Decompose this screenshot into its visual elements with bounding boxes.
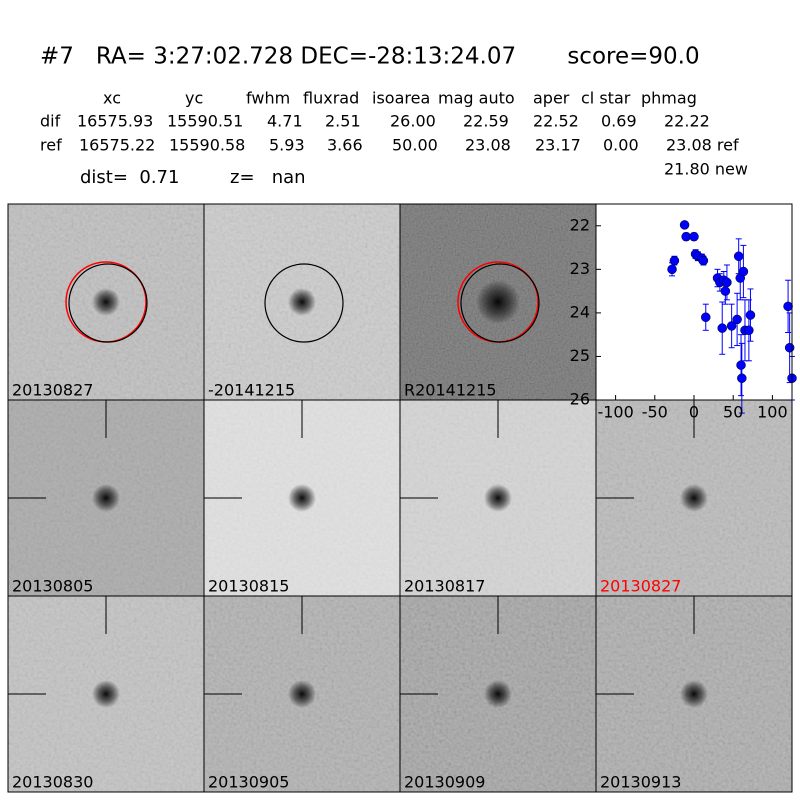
light-curve: 22 23 24 25 26 -100 -50 0 50 100 (570, 203, 797, 422)
row-label: dif (40, 112, 61, 131)
x-tick-label: 0 (689, 403, 699, 422)
point (732, 314, 742, 325)
point (722, 277, 732, 288)
table-cell: 22.52 (533, 112, 579, 131)
source-blob (92, 484, 120, 512)
x-tick-label: -50 (642, 403, 668, 422)
column-header: phmag (641, 89, 697, 108)
aperture (460, 263, 540, 343)
tile-label: 20130830 (12, 773, 93, 792)
tile-label: 20130827 (600, 577, 681, 596)
tile-label: 20130827 (12, 381, 93, 400)
y-tick-label: 26 (570, 390, 590, 409)
table-cell: 23.08 ref (666, 136, 739, 155)
title: #7 RA= 3:27:02.728 DEC=-28:13:24.07 scor… (40, 44, 700, 70)
y-tick-label: 22 (570, 215, 590, 234)
source-blob (288, 288, 316, 316)
column-header: fwhm (246, 89, 290, 108)
source-blob (288, 484, 316, 512)
aperture (264, 263, 344, 343)
tile-label: 20130805 (12, 577, 93, 596)
table-cell: 0.69 (601, 112, 637, 131)
source-blob (680, 680, 708, 708)
source-blob (92, 288, 120, 316)
point (784, 342, 795, 353)
tile-label: 20130815 (208, 577, 289, 596)
point (679, 220, 690, 230)
table-cell: 16575.22 (79, 136, 155, 155)
column-header: fluxrad (303, 89, 359, 108)
table-cell: 23.17 (535, 136, 581, 155)
dist: dist= 0.71 (80, 167, 179, 188)
column-header: xc (103, 89, 121, 108)
tile-label: 20130909 (404, 773, 485, 792)
point (736, 360, 746, 370)
tile-label: 20130913 (600, 773, 681, 792)
y-tick-label: 25 (570, 346, 590, 365)
table-cell: 4.71 (267, 112, 303, 131)
row-label: ref (40, 136, 62, 155)
source-blob (484, 680, 512, 708)
table-cell: 2.51 (325, 112, 361, 131)
y-tick-label: 24 (570, 302, 590, 321)
z-value: z= nan (230, 167, 306, 188)
point (726, 321, 737, 331)
point (689, 231, 699, 242)
source-blob (680, 484, 708, 512)
source-blob (92, 680, 120, 708)
y-tick-label: 23 (570, 259, 590, 278)
source-blob (476, 280, 520, 324)
table-cell: 15590.51 (167, 112, 243, 131)
column-header: isoarea (372, 89, 430, 108)
point (744, 325, 754, 336)
column-header: mag auto (438, 89, 515, 108)
tile-label: -20141215 (208, 381, 295, 400)
source-blob (288, 680, 316, 708)
point (717, 323, 727, 333)
tile-label: R20141215 (404, 381, 497, 400)
table-cell: 22.22 (664, 112, 710, 131)
table-cell: 3.66 (327, 136, 363, 155)
phmag-new: 21.80 new (664, 160, 748, 179)
point (698, 255, 709, 266)
point (738, 266, 749, 277)
tile-border (595, 595, 793, 793)
tiles: 20130827 -20141215 R20141215 20130805 201308… (7, 203, 793, 793)
point (720, 286, 731, 296)
table-cell: 22.59 (463, 112, 509, 131)
tile-label: 20130905 (208, 773, 289, 792)
source-blob (484, 484, 512, 512)
x-tick-label: 50 (723, 403, 743, 422)
aperture (68, 263, 148, 343)
column-header: yc (185, 89, 203, 108)
point (745, 310, 756, 320)
table-cell: 16575.93 (77, 112, 153, 131)
table-cell: 5.93 (269, 136, 305, 155)
point (701, 312, 711, 322)
column-header: aper (533, 89, 570, 108)
x-tick-label: -100 (597, 403, 633, 422)
tile-label: 20130817 (404, 577, 485, 596)
column-header: cl star (581, 89, 631, 108)
point (669, 255, 680, 266)
table-cell: 23.08 (465, 136, 511, 155)
table-cell: 15590.58 (169, 136, 245, 155)
x-tick-label: 100 (757, 403, 788, 422)
point (737, 373, 747, 383)
table-cell: 50.00 (392, 136, 438, 155)
table-cell: 26.00 (390, 112, 436, 131)
table-cell: 0.00 (603, 136, 639, 155)
point (783, 301, 793, 312)
point (667, 264, 677, 275)
